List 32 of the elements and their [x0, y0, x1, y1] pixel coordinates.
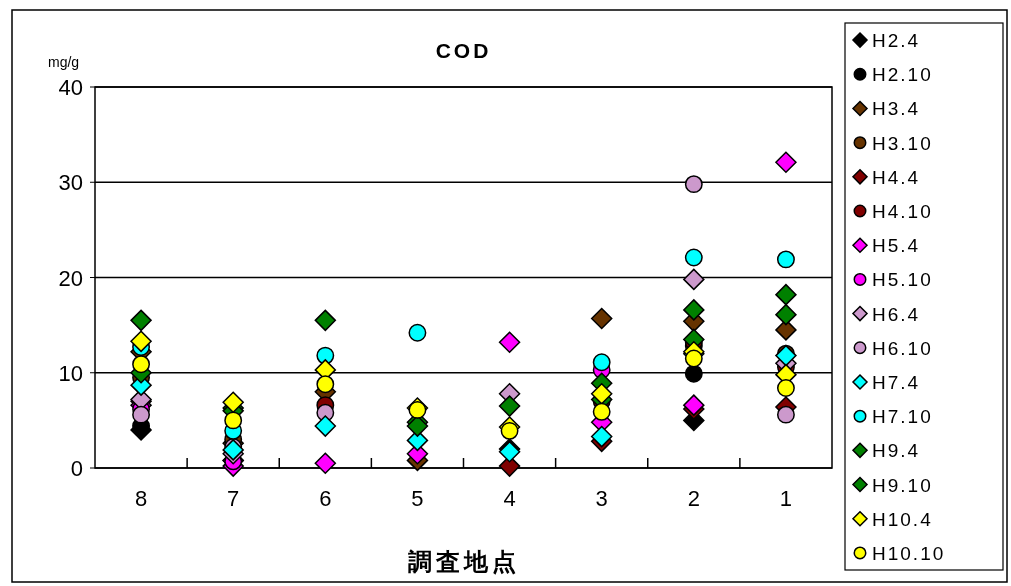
x-tick-label: 6 — [319, 486, 332, 511]
legend-label: H3.10 — [872, 132, 933, 154]
x-tick-label: 7 — [227, 486, 240, 511]
legend-label: H9.4 — [872, 440, 921, 462]
legend-label: H4.4 — [872, 166, 921, 188]
x-tick-label: 5 — [411, 486, 424, 511]
y-tick-label: 0 — [70, 456, 83, 481]
legend-label: H10.4 — [872, 508, 933, 530]
x-tick-label: 2 — [687, 486, 700, 511]
y-tick-label: 20 — [58, 265, 83, 291]
legend-label: H2.10 — [872, 64, 933, 86]
legend-label: H3.4 — [872, 98, 921, 120]
legend-label: H2.4 — [872, 30, 921, 52]
x-tick-label: 3 — [595, 486, 608, 511]
legend-label: H6.4 — [872, 303, 921, 325]
legend-label: H4.10 — [872, 201, 933, 223]
legend-label: H10.10 — [872, 542, 946, 564]
legend-label: H7.10 — [872, 406, 933, 428]
x-tick-label: 4 — [503, 486, 516, 511]
legend-label: H9.10 — [872, 474, 933, 496]
y-tick-label: 40 — [58, 75, 83, 100]
x-axis-title: 調査地点 — [407, 548, 520, 575]
y-tick-label: 10 — [58, 360, 83, 386]
legend-label: H7.4 — [872, 371, 921, 393]
x-tick-label: 1 — [779, 486, 793, 511]
legend-label: H6.10 — [872, 337, 933, 359]
x-tick-label: 8 — [134, 486, 148, 511]
y-axis-title: mg/g — [48, 54, 80, 70]
legend-label: H5.4 — [872, 235, 921, 257]
chart-title: COD — [435, 39, 492, 62]
y-tick-label: 30 — [58, 170, 83, 196]
legend-label: H5.10 — [872, 269, 933, 291]
